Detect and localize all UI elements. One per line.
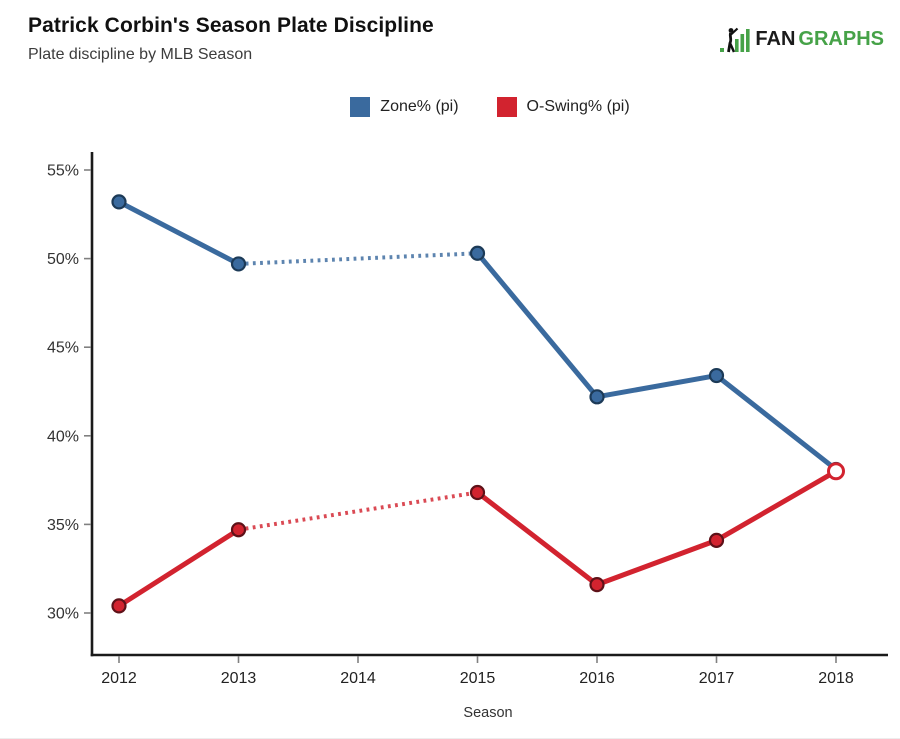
legend-item-zone: Zone% (pi) bbox=[350, 97, 459, 117]
x-axis-title: Season bbox=[463, 705, 512, 721]
data-point-open-marker bbox=[827, 462, 845, 481]
y-tick-label: 30% bbox=[47, 606, 79, 623]
legend-label-zone: Zone% (pi) bbox=[380, 98, 459, 115]
x-tick-label: 2018 bbox=[818, 670, 854, 687]
fangraphs-logo: FAN GRAPHS bbox=[720, 26, 884, 53]
y-tick-label: 50% bbox=[47, 251, 79, 268]
x-tick-label: 2016 bbox=[579, 670, 615, 687]
page-subtitle: Plate discipline by MLB Season bbox=[28, 46, 253, 63]
logo-text-graphs: GRAPHS bbox=[798, 28, 884, 50]
data-point-marker bbox=[111, 194, 127, 210]
y-tick-label: 40% bbox=[47, 428, 79, 445]
data-point-marker bbox=[708, 367, 725, 384]
x-tick-label: 2013 bbox=[221, 670, 257, 687]
data-point-marker bbox=[589, 577, 605, 593]
series-segment bbox=[594, 537, 719, 588]
data-point-marker bbox=[230, 256, 247, 272]
series-segment bbox=[714, 373, 839, 472]
legend-swatch-oswing bbox=[496, 97, 517, 117]
chart-legend: Zone% (pi) O-Swing% (pi) bbox=[92, 97, 888, 117]
series-gap-segment bbox=[238, 490, 478, 532]
page-title: Patrick Corbin's Season Plate Discipline bbox=[28, 14, 434, 37]
legend-swatch-zone bbox=[350, 97, 371, 117]
series-segment bbox=[714, 468, 839, 543]
series-segment bbox=[116, 199, 241, 267]
x-tick-label: 2017 bbox=[699, 670, 735, 687]
y-tick-label: 55% bbox=[47, 163, 79, 180]
data-point-marker bbox=[469, 484, 486, 501]
x-tick-label: 2015 bbox=[460, 670, 496, 687]
y-tick-label: 35% bbox=[47, 517, 79, 534]
y-tick-label: 45% bbox=[47, 340, 79, 357]
series-segment bbox=[475, 490, 600, 588]
legend-label-oswing: O-Swing% (pi) bbox=[526, 98, 630, 115]
fangraphs-logo-icon bbox=[720, 27, 751, 53]
series-gap-segment bbox=[238, 251, 478, 266]
data-point-marker bbox=[230, 522, 247, 538]
data-point-marker bbox=[589, 389, 605, 405]
logo-text-fan: FAN bbox=[755, 28, 796, 50]
series-segment bbox=[475, 250, 600, 400]
legend-item-oswing: O-Swing% (pi) bbox=[496, 97, 630, 117]
data-point-marker bbox=[111, 598, 127, 614]
data-point-marker bbox=[708, 532, 725, 548]
series-segment bbox=[594, 373, 719, 400]
x-tick-label: 2014 bbox=[340, 670, 376, 687]
data-point-marker bbox=[469, 245, 486, 261]
x-tick-label: 2012 bbox=[101, 670, 137, 687]
series-segment bbox=[116, 527, 241, 609]
